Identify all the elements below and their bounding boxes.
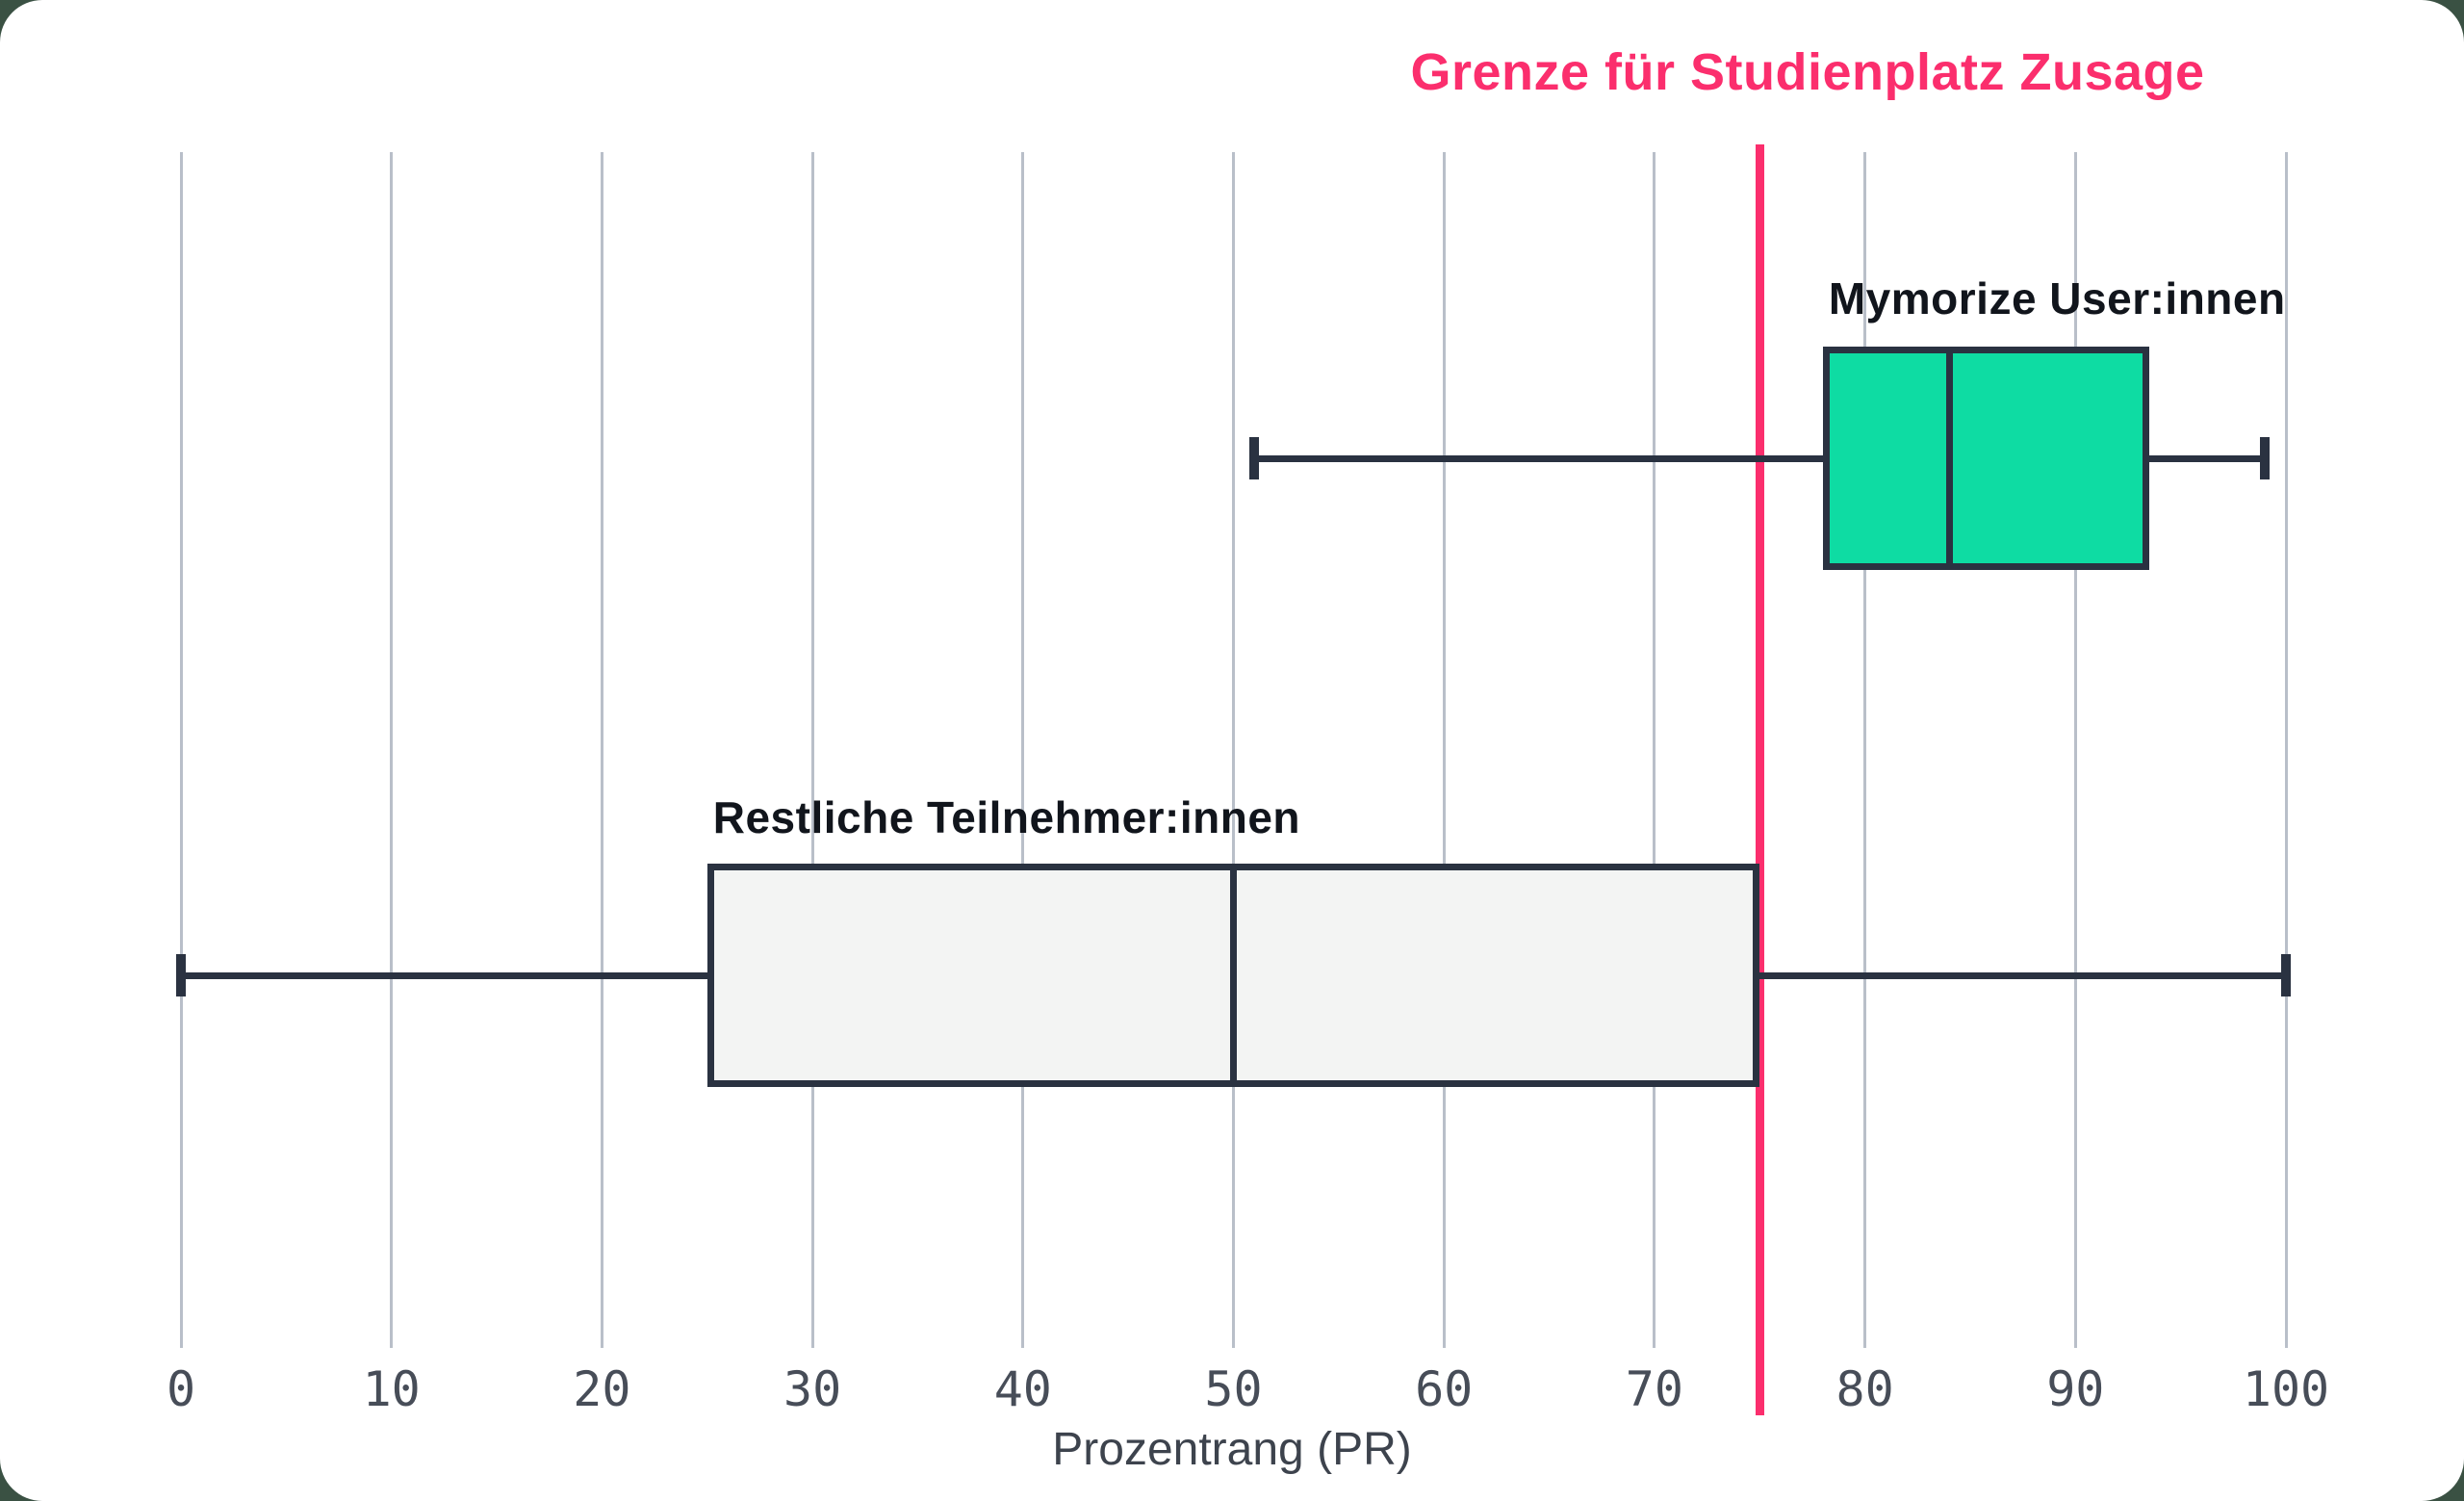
gridline-x20 <box>600 152 603 1348</box>
x-tick-label: 80 <box>1835 1361 1894 1417</box>
x-tick-label: 100 <box>2242 1361 2330 1417</box>
gridline-x0 <box>179 152 183 1348</box>
whisker-left-1 <box>181 971 707 979</box>
gridline-x30 <box>810 152 814 1348</box>
whisker-cap-max-0 <box>2260 437 2271 479</box>
x-tick-label: 60 <box>1415 1361 1474 1417</box>
gridline-x90 <box>2073 152 2077 1348</box>
gridline-x10 <box>390 152 394 1348</box>
x-tick-label: 70 <box>1625 1361 1683 1417</box>
gridline-x60 <box>1442 152 1446 1348</box>
whisker-cap-max-1 <box>2281 954 2291 996</box>
whisker-cap-min-0 <box>1249 437 1260 479</box>
series-label-1: Restliche Teilnehmer:innen <box>712 792 1301 842</box>
x-tick-label: 90 <box>2046 1361 2105 1417</box>
x-tick-label: 30 <box>783 1361 842 1417</box>
gridline-x40 <box>1021 152 1025 1348</box>
x-tick-label: 10 <box>362 1361 421 1417</box>
median-line-0 <box>1945 347 1953 570</box>
box-0 <box>1822 347 2149 570</box>
series-label-0: Mymorize User:innen <box>1828 273 2286 323</box>
gridline-x70 <box>1653 152 1656 1348</box>
median-line-1 <box>1230 864 1237 1087</box>
whisker-left-0 <box>1254 454 1823 462</box>
x-axis-label: Prozentrang (PR) <box>1052 1424 1412 1475</box>
whisker-cap-min-1 <box>176 954 186 996</box>
whisker-right-1 <box>1759 971 2286 979</box>
x-tick-label: 40 <box>993 1361 1052 1417</box>
threshold-line <box>1755 144 1764 1415</box>
gridline-x80 <box>1863 152 1867 1348</box>
x-tick-label: 0 <box>166 1361 196 1417</box>
x-tick-label: 20 <box>573 1361 631 1417</box>
threshold-title: Grenze für Studienplatz Zusage <box>1410 43 2205 101</box>
x-tick-label: 50 <box>1204 1361 1263 1417</box>
whisker-right-0 <box>2148 454 2266 462</box>
gridline-x100 <box>2284 152 2288 1348</box>
gridline-x50 <box>1232 152 1235 1348</box>
